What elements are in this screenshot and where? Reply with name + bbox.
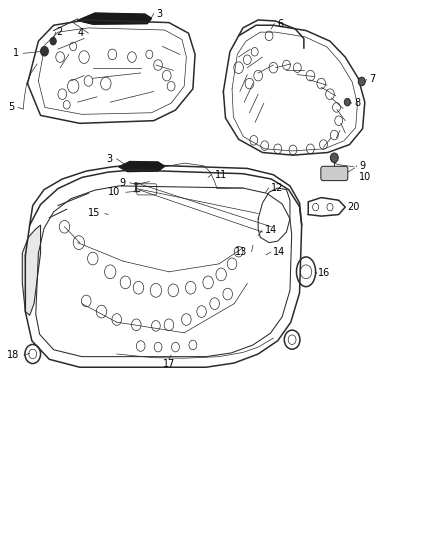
Polygon shape [78, 13, 152, 24]
Text: 9: 9 [119, 177, 125, 188]
FancyBboxPatch shape [321, 166, 348, 181]
Text: 4: 4 [78, 28, 84, 38]
Text: 14: 14 [265, 225, 277, 236]
Text: 16: 16 [318, 269, 330, 278]
Text: 11: 11 [215, 170, 227, 180]
Text: 7: 7 [369, 74, 375, 84]
Text: 5: 5 [8, 102, 14, 112]
Text: 3: 3 [106, 154, 113, 164]
Text: 12: 12 [271, 183, 283, 193]
Text: 14: 14 [273, 247, 286, 257]
Text: 18: 18 [7, 350, 20, 360]
Circle shape [358, 77, 365, 86]
Text: 10: 10 [359, 172, 371, 182]
Polygon shape [119, 161, 165, 172]
Circle shape [344, 99, 350, 106]
Polygon shape [22, 225, 41, 316]
Text: 6: 6 [278, 19, 284, 29]
Text: 17: 17 [163, 359, 175, 369]
Circle shape [330, 153, 338, 163]
Circle shape [50, 37, 56, 45]
Text: 8: 8 [354, 98, 360, 108]
Text: 1: 1 [13, 49, 19, 58]
Text: 2: 2 [56, 27, 62, 37]
Text: 20: 20 [347, 202, 360, 212]
Text: 3: 3 [156, 9, 162, 19]
Circle shape [41, 46, 48, 56]
Text: 10: 10 [108, 187, 120, 197]
Text: 13: 13 [235, 247, 247, 257]
Text: 9: 9 [359, 161, 365, 171]
Text: 15: 15 [88, 208, 101, 219]
